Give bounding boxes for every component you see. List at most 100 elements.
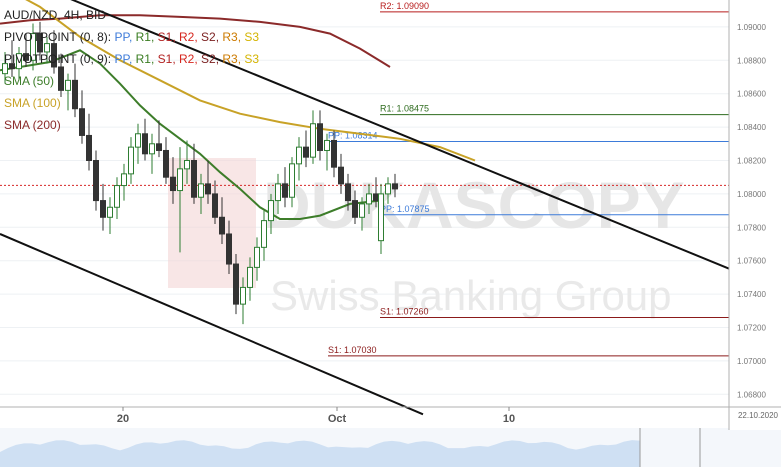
- candle-body: [79, 108, 85, 136]
- candle-body: [191, 160, 197, 198]
- candle-body: [268, 200, 274, 222]
- pivot-legend-r3: R3,: [222, 30, 245, 44]
- y-tick-label: 1.07400: [737, 290, 766, 299]
- candle-body: [198, 183, 204, 198]
- y-tick-label: 1.09000: [737, 23, 766, 32]
- x-tick-label: 10: [503, 413, 515, 425]
- candle-body: [378, 193, 384, 242]
- y-tick-label: 1.07600: [737, 257, 766, 266]
- candle-body: [373, 193, 379, 202]
- candle-body: [240, 286, 246, 305]
- candle-body: [135, 133, 141, 148]
- pivot-legend-r2: R2,: [179, 52, 202, 66]
- candle-body: [51, 43, 57, 68]
- pivot-legend-s3: S3: [244, 52, 260, 66]
- candle-body: [16, 53, 22, 70]
- candle-body: [9, 63, 15, 70]
- price-axis: 1.096001.094001.092001.090001.088001.086…: [728, 0, 781, 430]
- pivot-1-prefix: PIVOTPOINT (0, 8):: [4, 30, 112, 44]
- candles: [2, 21, 398, 325]
- level-label: PP: 1.08314: [328, 130, 378, 140]
- pivot-legend-s1: S1,: [157, 52, 179, 66]
- level-label: R1: 1.08475: [380, 104, 429, 114]
- candle-body: [100, 200, 106, 218]
- candle-body: [44, 43, 50, 53]
- pivot-legend-r1: R1,: [135, 30, 158, 44]
- legend-sma-200: SMA (200): [4, 118, 61, 132]
- candle-body: [37, 33, 43, 53]
- candle-body: [282, 183, 288, 198]
- price-axis-bg: [729, 0, 781, 430]
- candle-body: [58, 66, 64, 91]
- level-label: S1: 1.07260: [380, 306, 429, 316]
- candle-body: [86, 134, 92, 161]
- candle-body: [317, 123, 323, 151]
- legend-pivot-2: PIVOTPOINT (0, 9): PP, R1, S1, R2, S2, R…: [4, 48, 259, 70]
- candle-body: [93, 160, 99, 202]
- candle-body: [338, 166, 344, 185]
- candle-body: [156, 143, 162, 151]
- y-tick-label: 1.08200: [737, 157, 766, 166]
- candle-body: [65, 79, 71, 91]
- pivot-legend-s1: S1,: [157, 30, 179, 44]
- pivot-legend-r2: R2,: [179, 30, 202, 44]
- time-axis: 20 Oct 10 22.10.2020: [0, 406, 781, 425]
- candle-body: [247, 266, 253, 288]
- navigator-volume: [0, 440, 640, 467]
- pivot-legend-s2: S2,: [201, 30, 223, 44]
- y-tick-label: 1.08400: [737, 123, 766, 132]
- legend-symbol: AUD/NZD, 4H, BID: [4, 8, 107, 22]
- candle-body: [107, 206, 113, 218]
- candle-body: [289, 163, 295, 198]
- watermark-brand: DUKASCOPY: [263, 168, 685, 242]
- y-tick-label: 1.07000: [737, 357, 766, 366]
- x-tick-label: 20: [117, 413, 129, 425]
- trendline: [0, 233, 424, 416]
- trendline: [70, 0, 731, 270]
- candle-body: [219, 216, 225, 235]
- candle-body: [392, 183, 398, 190]
- level-label: R2: 1.09090: [380, 1, 429, 11]
- candle-body: [261, 220, 267, 248]
- y-tick-label: 1.07800: [737, 223, 766, 232]
- pivot-legend-s3: S3: [244, 30, 260, 44]
- sma-line: [0, 49, 381, 220]
- candle-body: [226, 233, 232, 265]
- candle-body: [128, 146, 134, 175]
- candle-body: [385, 183, 391, 195]
- candle-body: [212, 193, 218, 218]
- candle-body: [30, 33, 36, 61]
- volume-navigator[interactable]: [0, 428, 781, 467]
- candle-body: [72, 79, 78, 110]
- candle-body: [142, 133, 148, 155]
- legend-sma-50: SMA (50): [4, 74, 55, 88]
- candle-body: [352, 200, 358, 218]
- candle-body: [331, 139, 337, 168]
- candle-body: [177, 168, 183, 192]
- x-date-corner: 22.10.2020: [738, 411, 779, 420]
- candle-body: [366, 193, 372, 205]
- candle-body: [184, 160, 190, 170]
- x-tick-label: Oct: [328, 413, 347, 425]
- candle-body: [359, 203, 365, 218]
- candle-body: [114, 185, 120, 208]
- pivot-legend-pp: PP,: [114, 52, 136, 66]
- candle-body: [310, 123, 316, 158]
- y-tick-label: 1.08800: [737, 56, 766, 65]
- trend-channel: [0, 0, 731, 416]
- candle-body: [170, 176, 176, 192]
- candle-body: [324, 139, 330, 151]
- candle-body: [254, 246, 260, 268]
- legend-pivot-1: PIVOTPOINT (0, 8): PP, R1, S1, R2, S2, R…: [4, 26, 259, 48]
- candle-body: [23, 53, 29, 61]
- watermark-sub: Swiss Banking Group: [270, 272, 672, 319]
- chart-legend: AUD/NZD, 4H, BID PIVOTPOINT (0, 8): PP, …: [4, 4, 259, 136]
- pivot-legend-pp: PP,: [114, 30, 136, 44]
- candle-body: [2, 63, 8, 75]
- sma-line: [25, 0, 476, 162]
- candle-body: [296, 146, 302, 165]
- sma-lines: [0, 0, 476, 220]
- candle-body: [205, 183, 211, 195]
- pivot-legend-r1: R1,: [135, 52, 158, 66]
